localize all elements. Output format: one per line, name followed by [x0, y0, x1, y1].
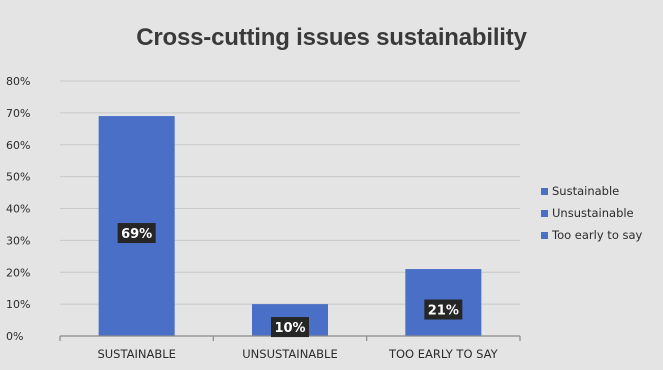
- legend-item-sustainable: Sustainable: [541, 180, 642, 202]
- legend-label-sustainable: Sustainable: [552, 184, 620, 198]
- bars: [98, 116, 482, 336]
- y-tick-label: 80%: [6, 75, 30, 88]
- data-label-box: [424, 299, 463, 320]
- legend-swatch: [541, 187, 548, 195]
- legend-label-too-early: Too early to say: [552, 228, 643, 242]
- y-tick-label: 0%: [6, 330, 23, 343]
- data-label-box: [117, 223, 156, 244]
- legend-item-too-early: Too early to say: [541, 224, 642, 246]
- y-tick-label: 50%: [6, 171, 30, 184]
- legend-label-unsustainable: Unsustainable: [552, 206, 634, 220]
- y-tick-label: 30%: [6, 234, 30, 247]
- legend-swatch: [541, 209, 548, 217]
- y-tick-label: 40%: [6, 203, 30, 216]
- x-tick-label: SUSTAINABLE: [97, 347, 175, 361]
- x-tick-label: UNSUSTAINABLE: [242, 347, 337, 361]
- y-axis-ticks: 0% 10% 20% 30% 40% 50% 60% 70% 80%: [6, 75, 30, 343]
- y-tick-label: 10%: [6, 298, 30, 311]
- data-label: 21%: [428, 304, 459, 319]
- data-label: 69%: [121, 227, 152, 242]
- data-label-box: [271, 317, 309, 338]
- x-tick-label: TOO EARLY TO SAY: [388, 347, 499, 361]
- chart-title: Cross-cutting issues sustainability: [136, 24, 527, 51]
- data-label: 10%: [274, 321, 305, 336]
- data-labels: 69% 10% 21%: [117, 223, 463, 338]
- y-tick-label: 70%: [6, 107, 30, 120]
- legend: Sustainable Unsustainable Too early to s…: [541, 180, 642, 246]
- y-tick-label: 20%: [6, 266, 30, 279]
- y-tick-label: 60%: [6, 139, 30, 152]
- legend-item-unsustainable: Unsustainable: [541, 202, 642, 224]
- x-axis-labels: SUSTAINABLE UNSUSTAINABLE TOO EARLY TO SAY: [97, 347, 498, 361]
- legend-swatch: [541, 231, 548, 239]
